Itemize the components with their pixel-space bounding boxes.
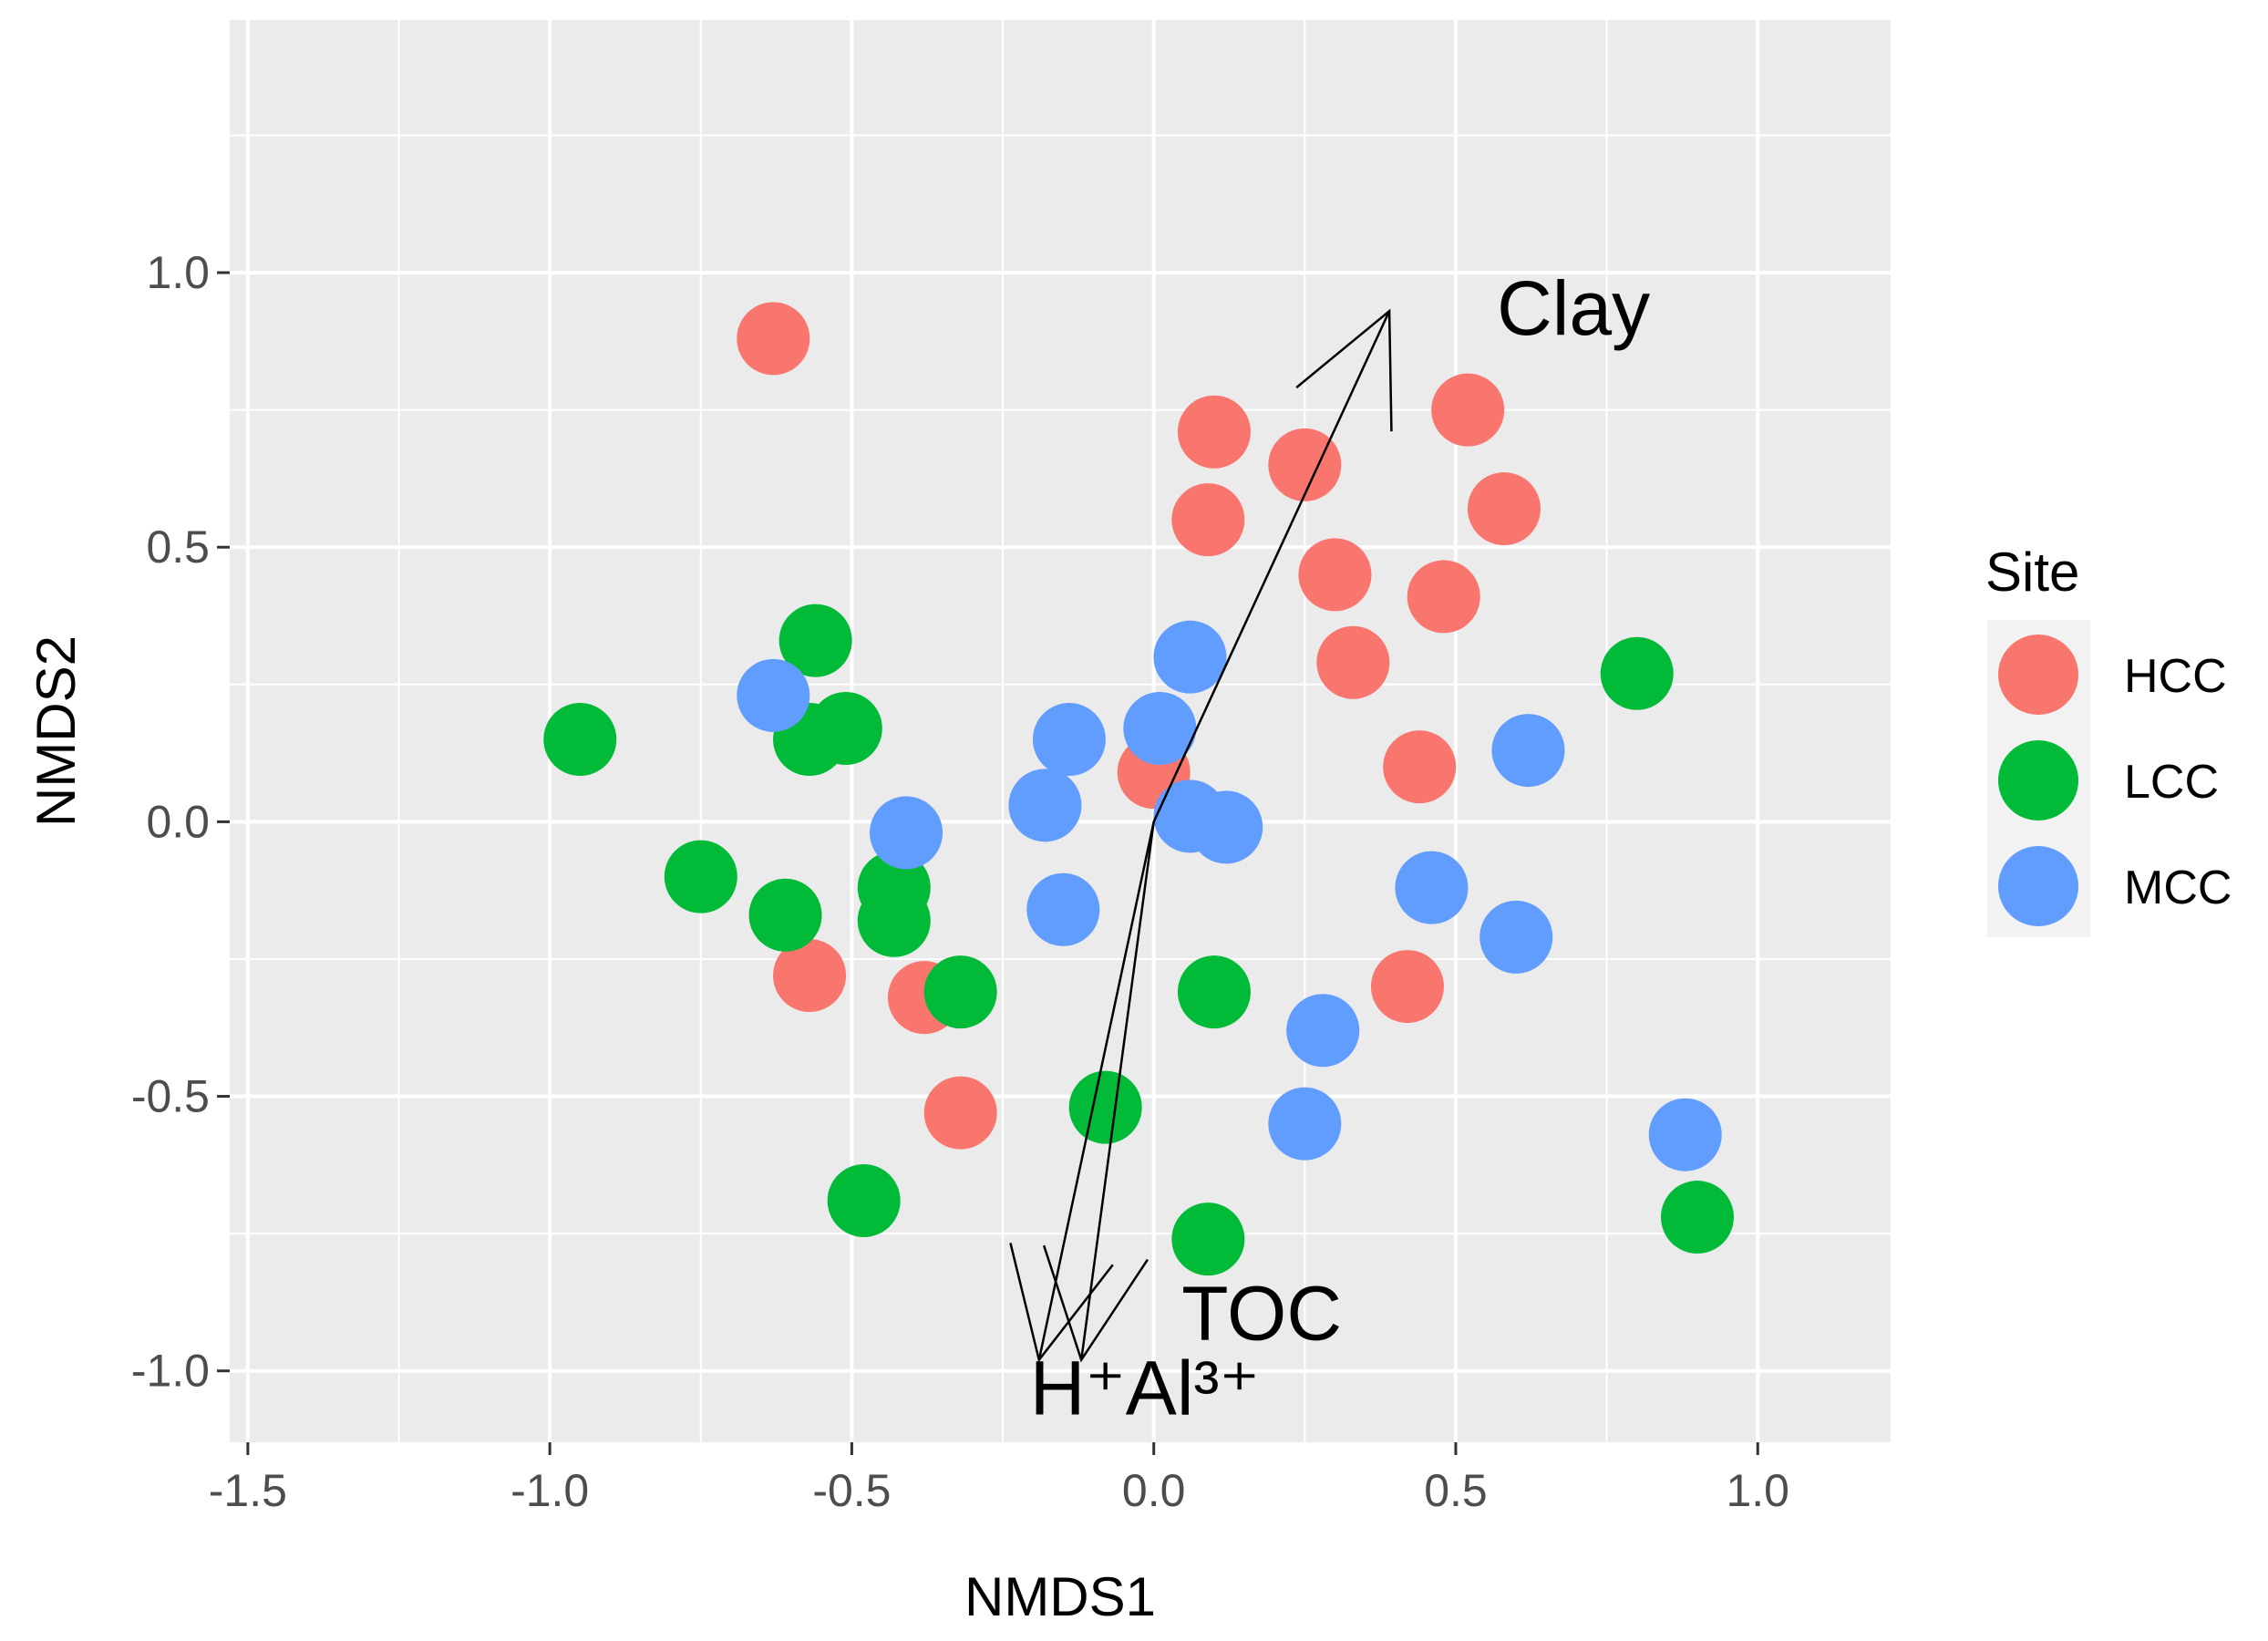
legend-key-lcc [1998, 740, 2078, 820]
point-hcc [1370, 950, 1444, 1024]
point-lcc [1600, 636, 1674, 710]
point-hcc [1316, 625, 1390, 699]
x-axis-ticks: -1.5 -1.0 -0.5 0.0 0.5 1.0 [209, 1442, 1789, 1516]
point-lcc [778, 604, 852, 677]
point-hcc [773, 939, 847, 1013]
point-mcc [1032, 703, 1106, 777]
point-hcc [923, 1076, 997, 1150]
grid-minor [230, 20, 1891, 1442]
point-hcc [737, 302, 810, 376]
points-layer [543, 302, 1734, 1276]
point-mcc [737, 658, 810, 732]
point-lcc [923, 955, 997, 1029]
point-lcc [664, 840, 737, 913]
vector-label-clay: Clay [1497, 265, 1650, 351]
point-mcc [1286, 994, 1360, 1068]
vector-clay-arrowhead [1295, 308, 1393, 432]
point-lcc [1171, 1202, 1245, 1276]
point-hcc [1431, 373, 1505, 447]
point-mcc [1491, 714, 1565, 788]
point-hcc [1171, 483, 1245, 557]
x-tick-label: 0.5 [1424, 1465, 1488, 1516]
x-tick-label: 0.0 [1122, 1465, 1186, 1516]
vector-h-al3--arrowhead [1009, 1243, 1114, 1363]
point-mcc [1648, 1098, 1722, 1171]
legend-label-hcc: HCC [2124, 650, 2227, 703]
point-mcc [1190, 790, 1263, 864]
legend-key-hcc [1998, 635, 2078, 715]
y-axis-ticks: -1.0 -0.5 0.0 0.5 1.0 [131, 247, 230, 1397]
vector-label-toc: TOC [1181, 1271, 1342, 1357]
y-tick-label: -0.5 [131, 1071, 210, 1122]
y-tick-label: 0.0 [146, 796, 210, 847]
point-mcc [1123, 691, 1197, 765]
point-mcc [1008, 769, 1082, 842]
x-tick-label: 1.0 [1726, 1465, 1789, 1516]
point-hcc [1268, 428, 1342, 501]
vector-label-h-al3-: H⁺Al³⁺ [1030, 1346, 1260, 1431]
point-hcc [1177, 395, 1251, 469]
x-tick-label: -1.5 [209, 1465, 287, 1516]
x-tick-label: -0.5 [812, 1465, 891, 1516]
legend-key-mcc [1998, 846, 2078, 926]
point-lcc [1068, 1070, 1142, 1144]
y-tick-label: 0.5 [146, 521, 210, 573]
vector-h-al3--line [1037, 821, 1155, 1360]
point-lcc [748, 878, 822, 952]
x-axis-title: NMDS1 [964, 1566, 1156, 1627]
y-axis-title: NMDS2 [26, 635, 87, 827]
point-mcc [1026, 872, 1100, 946]
point-mcc [1395, 851, 1469, 924]
point-mcc [1479, 900, 1553, 974]
legend-label-lcc: LCC [2124, 756, 2219, 809]
point-lcc [827, 1163, 901, 1237]
point-hcc [1383, 730, 1457, 804]
point-mcc [1268, 1087, 1342, 1161]
y-tick-label: -1.0 [131, 1346, 210, 1397]
point-lcc [809, 691, 882, 765]
point-hcc [1467, 472, 1541, 546]
x-tick-label: -1.0 [510, 1465, 589, 1516]
point-mcc [870, 796, 943, 870]
point-lcc [857, 883, 931, 957]
legend: Site HCC LCC MCC [1985, 542, 2232, 937]
point-hcc [1298, 538, 1372, 612]
vector-clay-line [1152, 310, 1391, 822]
point-lcc [543, 703, 617, 777]
point-lcc [1660, 1181, 1734, 1254]
legend-keys: HCC LCC MCC [1998, 635, 2232, 926]
point-lcc [1177, 955, 1251, 1029]
legend-label-mcc: MCC [2124, 862, 2232, 914]
point-mcc [1153, 620, 1227, 694]
vector-toc-line [1079, 821, 1155, 1360]
legend-title: Site [1985, 542, 2079, 603]
point-hcc [1407, 560, 1480, 634]
y-tick-label: 1.0 [146, 247, 210, 298]
